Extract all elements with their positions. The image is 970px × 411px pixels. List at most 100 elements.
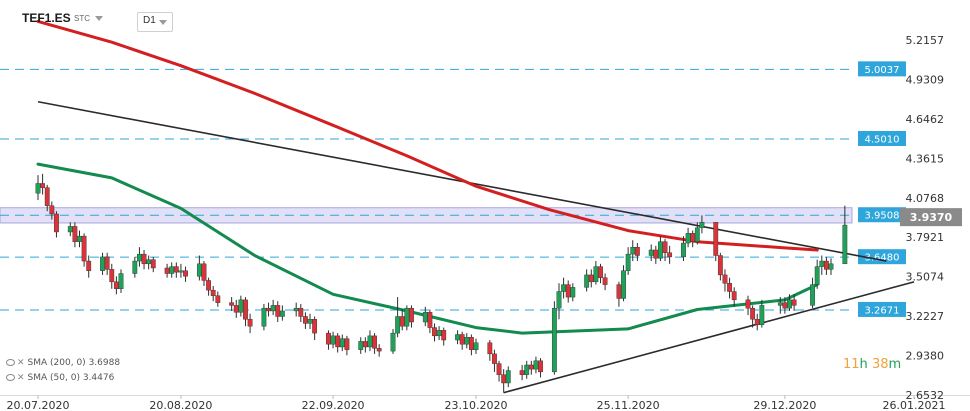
candle-body bbox=[100, 256, 105, 271]
symbol-name[interactable]: TEF1.ES bbox=[22, 11, 71, 25]
candle bbox=[312, 316, 318, 341]
candle-body bbox=[842, 224, 848, 265]
candle bbox=[570, 283, 576, 302]
candle bbox=[35, 175, 41, 201]
candle-body bbox=[625, 253, 631, 271]
price-type-select[interactable]: STC bbox=[74, 14, 90, 23]
level-label: 3.6480 bbox=[865, 253, 900, 264]
candle bbox=[54, 211, 59, 238]
level-lines-layer: 5.0037 4.5010 3.9508 3.6480 3.2671 bbox=[0, 61, 906, 317]
candle-body bbox=[745, 299, 751, 309]
level-label: 3.2671 bbox=[865, 305, 900, 316]
candle bbox=[164, 263, 170, 278]
candle bbox=[459, 331, 465, 350]
candle bbox=[492, 349, 497, 372]
candle bbox=[330, 331, 336, 349]
candle-body bbox=[787, 299, 792, 309]
candle bbox=[824, 256, 829, 275]
candle-body bbox=[441, 330, 447, 341]
candle bbox=[367, 330, 373, 352]
candle bbox=[141, 249, 147, 270]
candle bbox=[49, 201, 55, 220]
candle bbox=[455, 330, 460, 345]
candle-body bbox=[233, 305, 239, 313]
legend-sma200-value: 3.6988 bbox=[88, 358, 121, 368]
candle bbox=[621, 265, 626, 302]
y-tick-label: 4.6462 bbox=[906, 113, 945, 126]
candle bbox=[468, 334, 474, 356]
candle bbox=[727, 277, 732, 299]
candle-body bbox=[533, 360, 539, 370]
candle bbox=[104, 252, 110, 275]
y-tick-label: 3.2227 bbox=[906, 310, 945, 323]
candle-body bbox=[358, 341, 364, 350]
candle-body bbox=[685, 233, 691, 244]
candle-body bbox=[777, 302, 783, 306]
candle-body bbox=[109, 269, 115, 283]
candle-body bbox=[690, 233, 696, 242]
candle-body bbox=[653, 249, 659, 259]
candle bbox=[44, 184, 50, 212]
candle-body bbox=[335, 335, 341, 348]
chevron-down-icon bbox=[159, 20, 167, 25]
candle-body bbox=[146, 259, 152, 265]
legend-sma200-label: SMA (200, 0) bbox=[27, 358, 86, 368]
candle bbox=[662, 238, 668, 262]
candle-body bbox=[551, 307, 557, 373]
level-label-bg bbox=[858, 207, 906, 223]
y-tick-label: 5.2157 bbox=[906, 34, 945, 47]
candles-layer bbox=[35, 173, 848, 393]
legend-sma200[interactable]: ✕ SMA (200, 0) 3.6988 bbox=[6, 358, 120, 368]
candle bbox=[362, 337, 368, 353]
candle bbox=[731, 287, 737, 307]
candle-body bbox=[593, 266, 599, 283]
candle bbox=[270, 299, 276, 316]
chevron-down-icon[interactable] bbox=[95, 16, 103, 21]
candle bbox=[667, 245, 673, 264]
candle-body bbox=[782, 302, 788, 309]
candle bbox=[750, 305, 756, 328]
candle bbox=[372, 333, 377, 354]
candle bbox=[183, 266, 188, 282]
candle-body bbox=[196, 263, 202, 277]
candle bbox=[233, 299, 239, 318]
candle bbox=[694, 222, 700, 245]
y-tick-label: 4.9309 bbox=[906, 73, 945, 86]
candle-body bbox=[699, 222, 705, 229]
candle-body bbox=[339, 338, 345, 348]
candle bbox=[653, 245, 659, 264]
candle bbox=[113, 276, 119, 295]
y-tick-label: 2.6532 bbox=[906, 389, 945, 402]
y-tick-label: 3.5074 bbox=[906, 271, 945, 284]
candle bbox=[77, 230, 82, 248]
candle-body bbox=[132, 260, 138, 274]
candle-body bbox=[528, 364, 534, 370]
close-icon[interactable]: ✕ bbox=[17, 373, 25, 383]
candle-body bbox=[814, 266, 820, 285]
timeframe-select[interactable]: D1 bbox=[137, 12, 173, 32]
legend-sma50[interactable]: ✕ SMA (50, 0) 3.4476 bbox=[6, 373, 114, 383]
candle-body bbox=[828, 263, 834, 270]
candle bbox=[339, 334, 345, 352]
close-icon[interactable]: ✕ bbox=[17, 358, 25, 368]
candle-body bbox=[395, 316, 401, 334]
candle bbox=[584, 269, 590, 292]
candle-body bbox=[141, 253, 147, 265]
candle bbox=[722, 269, 728, 292]
candle-body bbox=[621, 270, 626, 299]
candle bbox=[137, 247, 142, 267]
candle bbox=[238, 295, 244, 317]
candle-body bbox=[598, 266, 603, 278]
candle-body bbox=[173, 266, 179, 273]
countdown-minutes-unit: m bbox=[888, 357, 902, 372]
eye-icon[interactable] bbox=[6, 374, 15, 381]
candle-body bbox=[367, 335, 373, 348]
countdown-minutes: 38 bbox=[871, 357, 889, 372]
candle bbox=[210, 285, 216, 302]
candle-body bbox=[662, 241, 668, 253]
eye-icon[interactable] bbox=[6, 359, 15, 366]
candle-body bbox=[754, 319, 760, 325]
candle bbox=[150, 256, 156, 273]
